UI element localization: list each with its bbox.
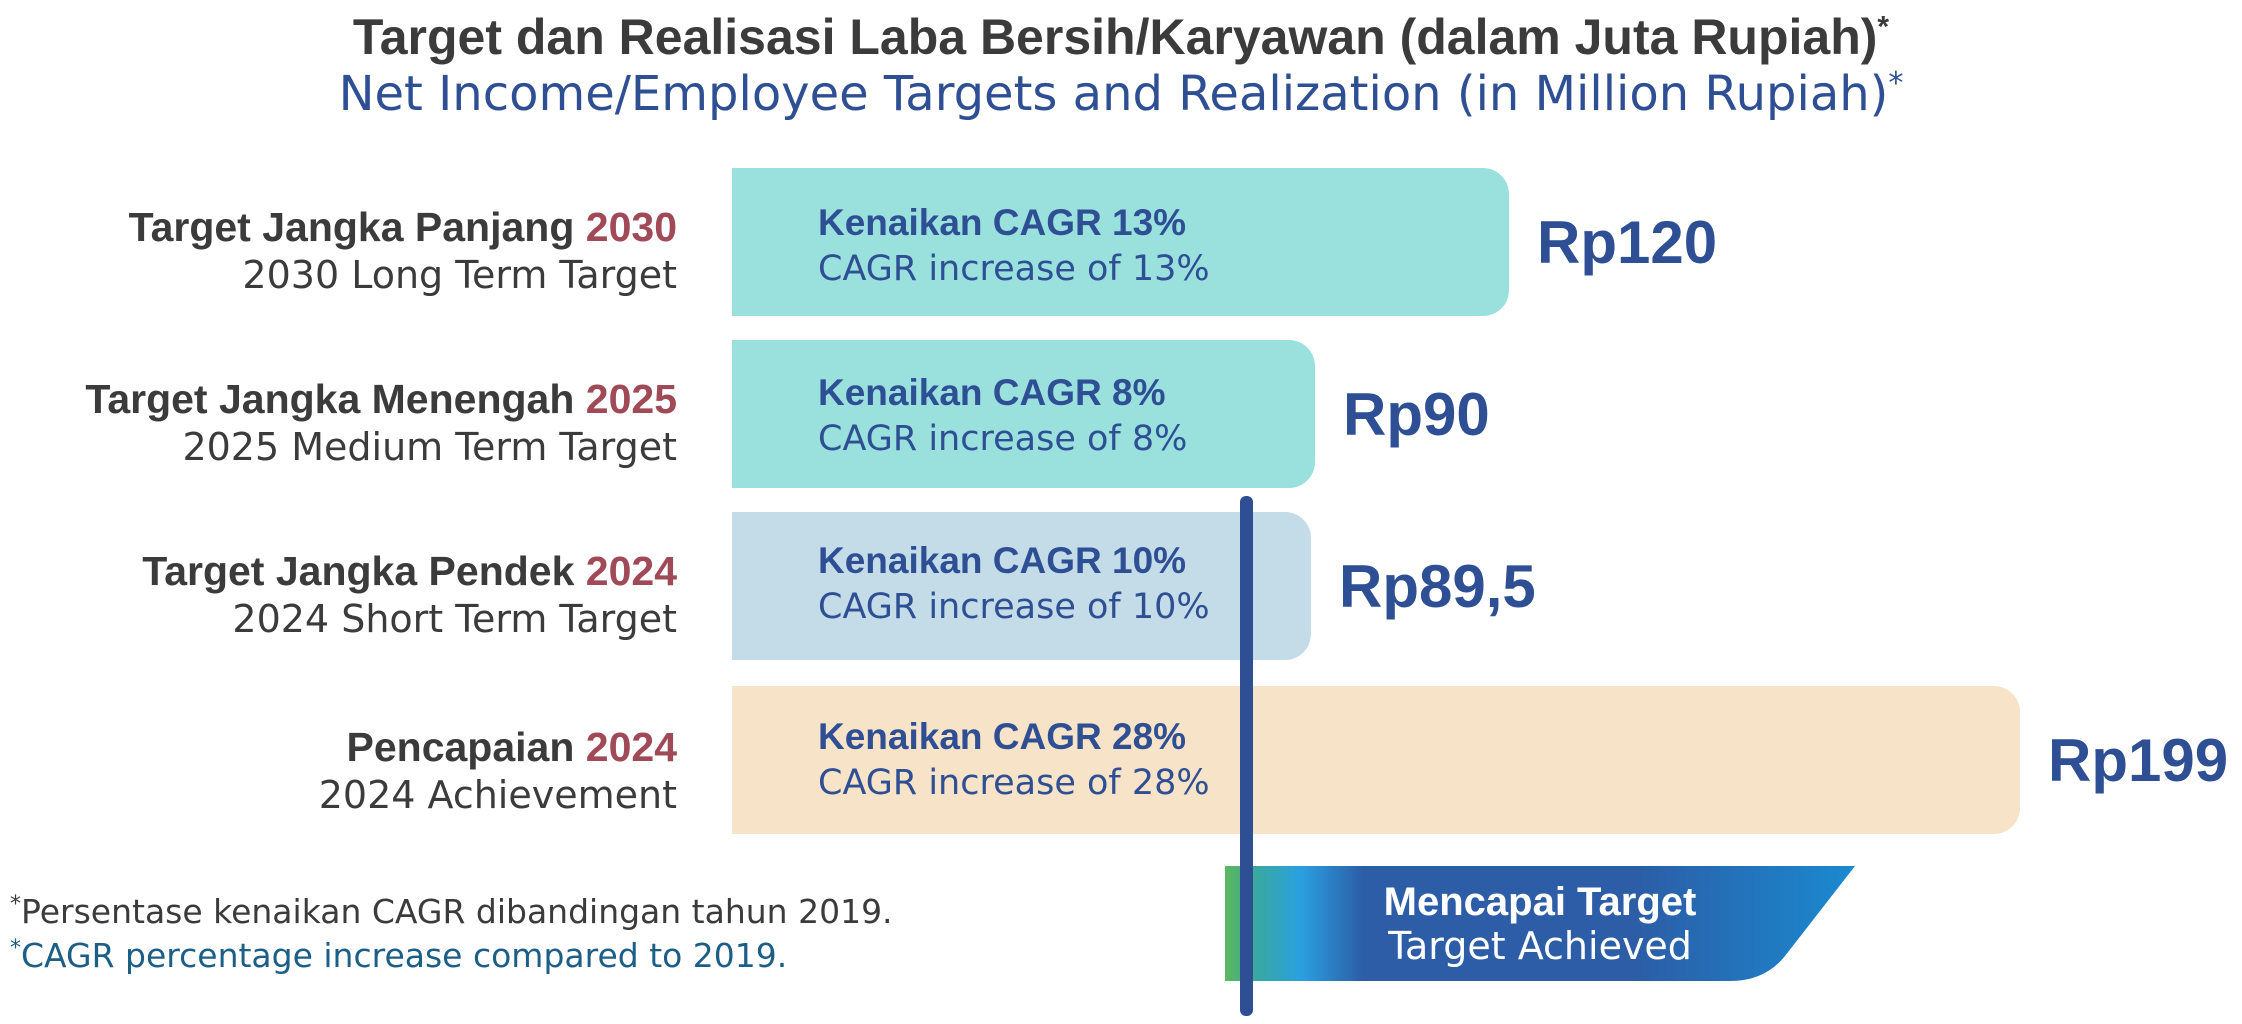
cagr-achievement-en: CAGR increase of 28% (818, 763, 1210, 803)
row-label-long-term-en: 2030 Long Term Target (242, 253, 677, 297)
target-reference-line (1240, 496, 1253, 1016)
value-label-medium-term: Rp90 (1343, 381, 1490, 448)
value-label-long-term: Rp120 (1537, 209, 1718, 276)
title-asterisk-id: * (1877, 10, 1890, 44)
badge-text: Mencapai Target Target Achieved (1300, 880, 1780, 968)
row-label-achievement-main: Pencapaian (346, 724, 586, 770)
badge-line-en: Target Achieved (1388, 924, 1692, 968)
row-label-medium-term: Target Jangka Menengah 2025 2025 Medium … (85, 374, 677, 470)
row-label-short-term-main: Target Jangka Pendek (142, 548, 586, 594)
cagr-medium-term-id: Kenaikan CAGR 8% (818, 372, 1166, 413)
cagr-short-term-id: Kenaikan CAGR 10% (818, 540, 1187, 581)
cagr-long-term-id: Kenaikan CAGR 13% (818, 202, 1187, 243)
row-label-long-term-year: 2030 (585, 204, 677, 250)
bar-medium-term (732, 340, 1315, 488)
row-label-medium-term-id: Target Jangka Menengah 2025 (85, 374, 677, 424)
badge-shape (1225, 866, 1855, 981)
footnote-asterisk-id: * (10, 892, 21, 917)
row-label-achievement-en: 2024 Achievement (318, 773, 677, 817)
cagr-long-term-en: CAGR increase of 13% (818, 249, 1210, 289)
row-label-long-term-id: Target Jangka Panjang 2030 (129, 202, 677, 252)
cagr-achievement-id: Kenaikan CAGR 28% (818, 716, 1187, 757)
row-label-achievement-year: 2024 (585, 724, 677, 770)
row-label-short-term-id: Target Jangka Pendek 2024 (142, 546, 677, 596)
badge-line-id: Mencapai Target (1383, 880, 1697, 924)
row-label-long-term-main: Target Jangka Panjang (128, 204, 586, 250)
row-label-short-term-en: 2024 Short Term Target (232, 597, 677, 641)
footnote-en: *CAGR percentage increase compared to 20… (10, 936, 787, 975)
footnote-en-text: CAGR percentage increase compared to 201… (21, 936, 788, 975)
chart-title-id-text: Target dan Realisasi Laba Bersih/Karyawa… (352, 9, 1878, 65)
footnote-id-text: Persentase kenaikan CAGR dibandingan tah… (21, 892, 893, 931)
footnote-id: *Persentase kenaikan CAGR dibandingan ta… (10, 892, 893, 931)
bar-long-term (732, 168, 1509, 316)
cagr-long-term: Kenaikan CAGR 13% CAGR increase of 13% (818, 200, 1210, 292)
cagr-short-term: Kenaikan CAGR 10% CAGR increase of 10% (818, 538, 1210, 630)
cagr-short-term-en: CAGR increase of 10% (818, 587, 1210, 627)
cagr-medium-term: Kenaikan CAGR 8% CAGR increase of 8% (818, 370, 1187, 462)
chart-title-id: Target dan Realisasi Laba Bersih/Karyawa… (0, 8, 2242, 66)
chart-title-en-text: Net Income/Employee Targets and Realizat… (338, 66, 1889, 122)
value-label-short-term: Rp89,5 (1339, 553, 1536, 620)
bar-short-term (732, 512, 1311, 660)
row-label-achievement: Pencapaian 2024 2024 Achievement (319, 722, 677, 818)
cagr-medium-term-en: CAGR increase of 8% (818, 419, 1188, 459)
footnote-asterisk-en: * (10, 936, 21, 961)
row-label-short-term-year: 2024 (585, 548, 677, 594)
chart-title-en: Net Income/Employee Targets and Realizat… (0, 66, 2242, 122)
row-label-achievement-id: Pencapaian 2024 (319, 722, 678, 772)
row-label-long-term: Target Jangka Panjang 2030 2030 Long Ter… (129, 202, 677, 298)
row-label-medium-term-main: Target Jangka Menengah (85, 376, 586, 422)
target-achieved-badge (1225, 866, 1855, 981)
cagr-achievement: Kenaikan CAGR 28% CAGR increase of 28% (818, 714, 1210, 806)
title-asterisk-en: * (1888, 66, 1904, 101)
value-label-achievement: Rp199 (2048, 727, 2229, 794)
row-label-short-term: Target Jangka Pendek 2024 2024 Short Ter… (142, 546, 677, 642)
row-label-medium-term-en: 2025 Medium Term Target (182, 425, 677, 469)
row-label-medium-term-year: 2025 (585, 376, 677, 422)
bar-achievement (732, 686, 2020, 834)
